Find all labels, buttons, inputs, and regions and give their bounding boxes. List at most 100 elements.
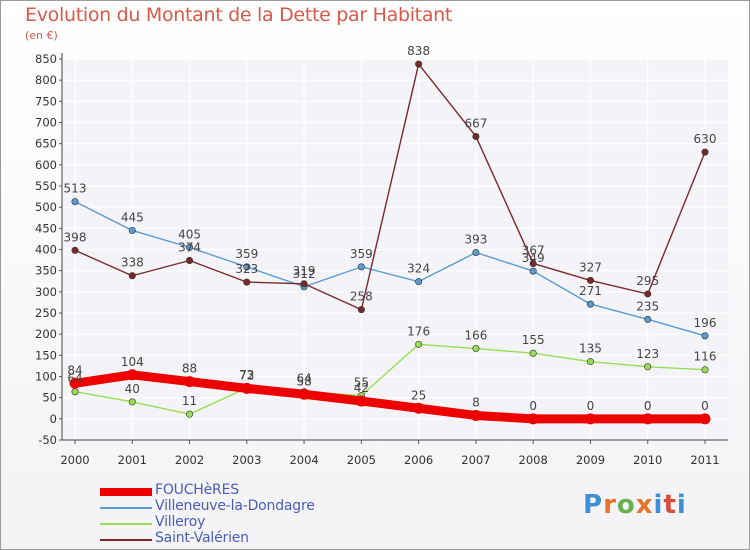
data-label: 445 [121,210,144,224]
y-tick-label: 50 [42,391,57,405]
x-tick-label: 2007 [461,453,490,467]
y-tick-label: 350 [35,264,57,278]
y-tick-label: 400 [35,243,57,257]
data-label: 64 [296,372,311,386]
legend-swatch [100,507,152,509]
data-label: 398 [64,230,87,244]
y-tick-label: 500 [35,200,57,214]
legend-label: Villeroy [155,514,206,530]
logo-letter: t [663,490,677,520]
data-point [415,60,423,68]
y-tick-label: 300 [35,285,57,299]
y-tick-label: 100 [35,370,57,384]
data-point [186,243,194,251]
logo-letter: i [676,490,687,520]
data-label: 324 [407,262,430,276]
data-point [472,132,480,140]
data-label: 405 [178,227,201,241]
data-label: 349 [522,251,545,265]
data-label: 319 [293,264,316,278]
data-label: 295 [636,274,659,288]
data-label: 166 [464,329,487,343]
data-label: 116 [694,350,717,364]
x-tick-label: 2001 [118,453,147,467]
data-point [644,290,652,298]
data-label: 72 [239,368,254,382]
data-point [644,363,652,371]
data-point [644,315,652,323]
data-label: 0 [701,399,709,413]
x-tick-label: 2009 [576,453,605,467]
x-tick-label: 2010 [633,453,662,467]
x-tick-label: 2002 [175,453,204,467]
data-point [186,257,194,265]
data-point [701,366,709,374]
data-point [128,272,136,280]
data-point [586,358,594,366]
y-tick-label: 250 [35,306,57,320]
data-point [642,413,654,425]
data-point [701,332,709,340]
data-label: 155 [522,333,545,347]
data-point [241,382,253,394]
data-point [357,306,365,314]
data-label: 338 [121,256,144,270]
data-label: 359 [235,247,258,261]
data-point [71,246,79,254]
data-label: 258 [350,290,373,304]
y-tick-label: 200 [35,327,57,341]
data-label: 25 [411,388,426,402]
logo-letter: i [653,490,664,520]
legend-swatch [100,523,152,525]
logo-letter: o [616,490,636,520]
data-label: 513 [64,182,87,196]
series-line-1 [74,200,706,337]
series-line-3 [74,63,706,311]
data-point [243,278,251,286]
x-tick-label: 2003 [232,453,261,467]
data-point [413,402,425,414]
data-label: 176 [407,324,430,338]
y-tick-label: 150 [35,348,57,362]
x-tick-label: 2008 [519,453,548,467]
data-label: 271 [579,284,602,298]
data-label: 40 [125,382,140,396]
data-label: 838 [407,44,430,58]
data-label: 64 [67,372,82,386]
data-label: 374 [178,241,201,255]
y-tick-label: -50 [38,433,57,447]
data-label: 393 [464,232,487,246]
y-tick-label: 800 [35,73,57,87]
data-label: 123 [636,347,659,361]
data-point [357,263,365,271]
y-tick-label: 750 [35,94,57,108]
chart-title: Evolution du Montant de la Dette par Hab… [25,4,453,26]
logo-letter: P [583,490,604,520]
data-point [128,398,136,406]
data-point [586,300,594,308]
data-label: 11 [182,394,197,408]
x-tick-label: 2004 [289,453,318,467]
data-label: 88 [182,362,197,376]
x-tick-label: 2011 [690,453,719,467]
data-label: 667 [464,116,487,130]
data-point [184,376,196,388]
data-point [529,267,537,275]
data-label: 235 [636,299,659,313]
y-tick-label: 0 [50,412,57,426]
proxiti-logo: Proxiti [583,490,687,520]
data-label: 58 [296,374,311,388]
data-label: 8 [472,395,480,409]
y-tick-label: 850 [35,52,57,66]
data-label: 196 [694,316,717,330]
data-label: 135 [579,342,602,356]
data-label: 55 [354,376,369,390]
data-label: 327 [579,260,602,274]
data-label: 84 [67,363,82,377]
legend-swatch [100,539,152,541]
data-point [71,198,79,206]
data-label: 312 [293,267,316,281]
data-label: 367 [522,243,545,257]
data-point [71,388,79,396]
